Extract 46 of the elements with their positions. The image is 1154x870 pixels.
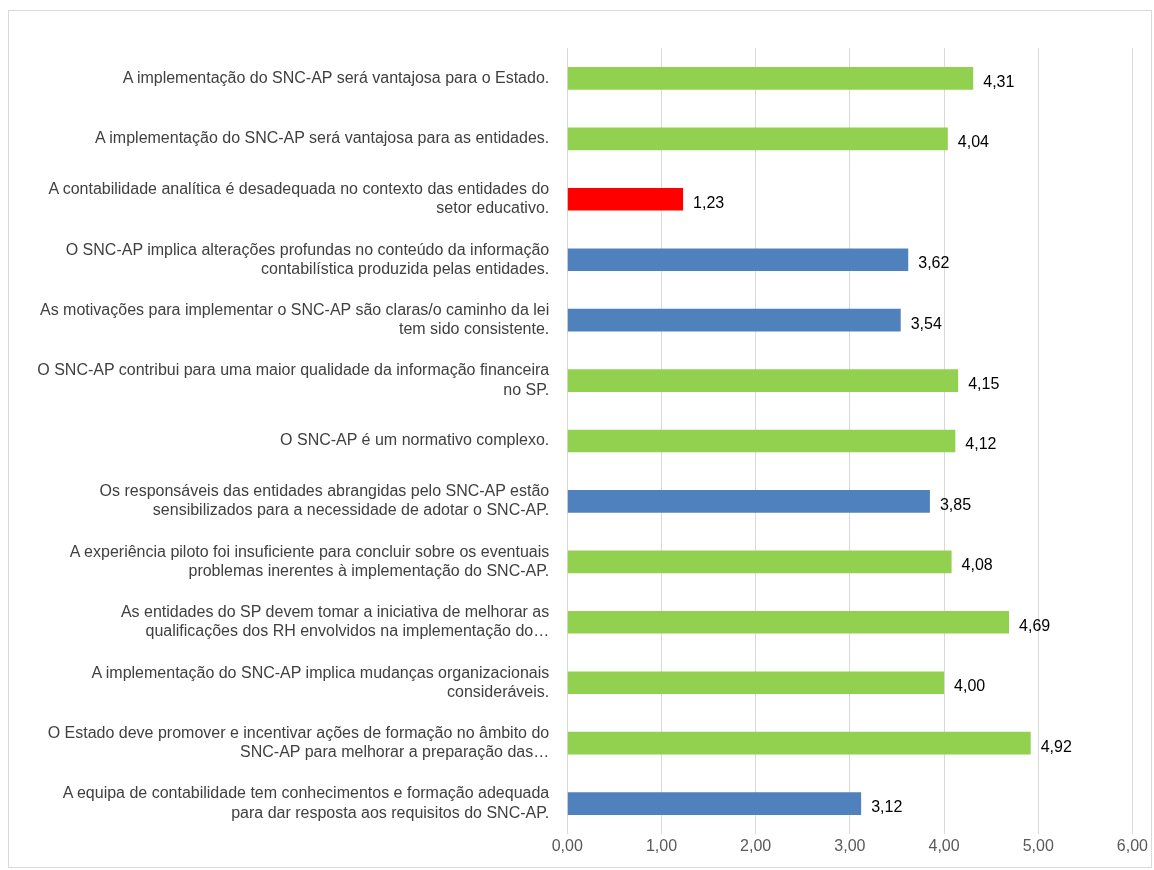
y-tick-label: As motivações para implementar o SNC-AP são claras/o caminho da lei tem sido consistente. — [39, 300, 550, 338]
y-tick-label: As entidades do SP devem tomar a iniciativa de melhorar as qualificações dos RH envolvidos na implementação do… — [120, 603, 550, 640]
y-tick-label: O SNC-AP é um normativo complexo. — [280, 431, 550, 449]
bar — [567, 67, 974, 90]
y-tick-label: A experiência piloto foi insuficiente para concluir sobre os eventuais problemas inerentes à implementação do SNC-AP. — [69, 542, 550, 579]
data-label: 4,69 — [1019, 616, 1051, 634]
y-tick-label: A equipa de contabilidade tem conhecimentos e formação adequada para dar resposta aos requisitos do SNC-AP. — [62, 784, 550, 821]
x-tick-label: 0,00 — [551, 836, 583, 854]
bar — [567, 429, 956, 453]
y-tick-label: Os responsáveis das entidades abrangidas pelo SNC-AP estão sensibilizados para a necessidade de adotar o SNC-AP. — [99, 482, 550, 519]
data-label: 3,62 — [918, 254, 950, 272]
bar — [567, 792, 862, 815]
y-tick-label: O SNC-AP contribui para uma maior qualidade da informação financeira no SP. — [37, 361, 550, 398]
x-tick-label: 6,00 — [1116, 836, 1149, 854]
x-tick-label: 1,00 — [645, 836, 678, 854]
data-label: 4,04 — [957, 133, 990, 151]
data-label: 3,85 — [939, 495, 972, 513]
data-label: 4,92 — [1040, 737, 1072, 755]
bar — [567, 671, 945, 695]
bar — [567, 731, 1031, 755]
data-label: 4,31 — [983, 72, 1015, 90]
bar — [567, 127, 948, 151]
bar — [567, 610, 1010, 634]
bar — [567, 490, 930, 513]
bar — [567, 308, 901, 332]
data-label: 4,15 — [968, 374, 1000, 392]
y-tick-label: O Estado deve promover e incentivar ações de formação no âmbito do SNC-AP para melhorar a preparação das… — [47, 723, 550, 761]
y-tick-label: A contabilidade analítica é desadequada no contexto das entidades do setor educativo. — [48, 180, 550, 217]
bar — [567, 550, 952, 574]
data-label: 4,00 — [954, 677, 986, 695]
bar — [567, 369, 959, 392]
y-tick-label: A implementação do SNC-AP será vantajosa para as entidades. — [95, 129, 550, 147]
data-label: 1,23 — [693, 193, 725, 211]
x-tick-label: 4,00 — [928, 836, 960, 854]
bar — [567, 187, 684, 211]
data-label: 3,54 — [910, 314, 942, 332]
y-tick-label: O SNC-AP implica alterações profundas no conteúdo da informação contabilística produzida pelas entidades. — [65, 240, 550, 277]
data-label: 4,08 — [961, 556, 993, 574]
data-label: 3,12 — [871, 797, 903, 815]
x-tick-label: 2,00 — [740, 836, 772, 854]
x-tick-label: 5,00 — [1022, 836, 1054, 854]
x-tick-label: 3,00 — [834, 836, 866, 854]
y-tick-label: A implementação do SNC-AP será vantajosa para o Estado. — [122, 68, 550, 86]
bar — [567, 248, 909, 272]
y-tick-label: A implementação do SNC-AP implica mudanças organizacionais consideráveis. — [91, 663, 550, 700]
data-label: 4,12 — [965, 435, 997, 453]
